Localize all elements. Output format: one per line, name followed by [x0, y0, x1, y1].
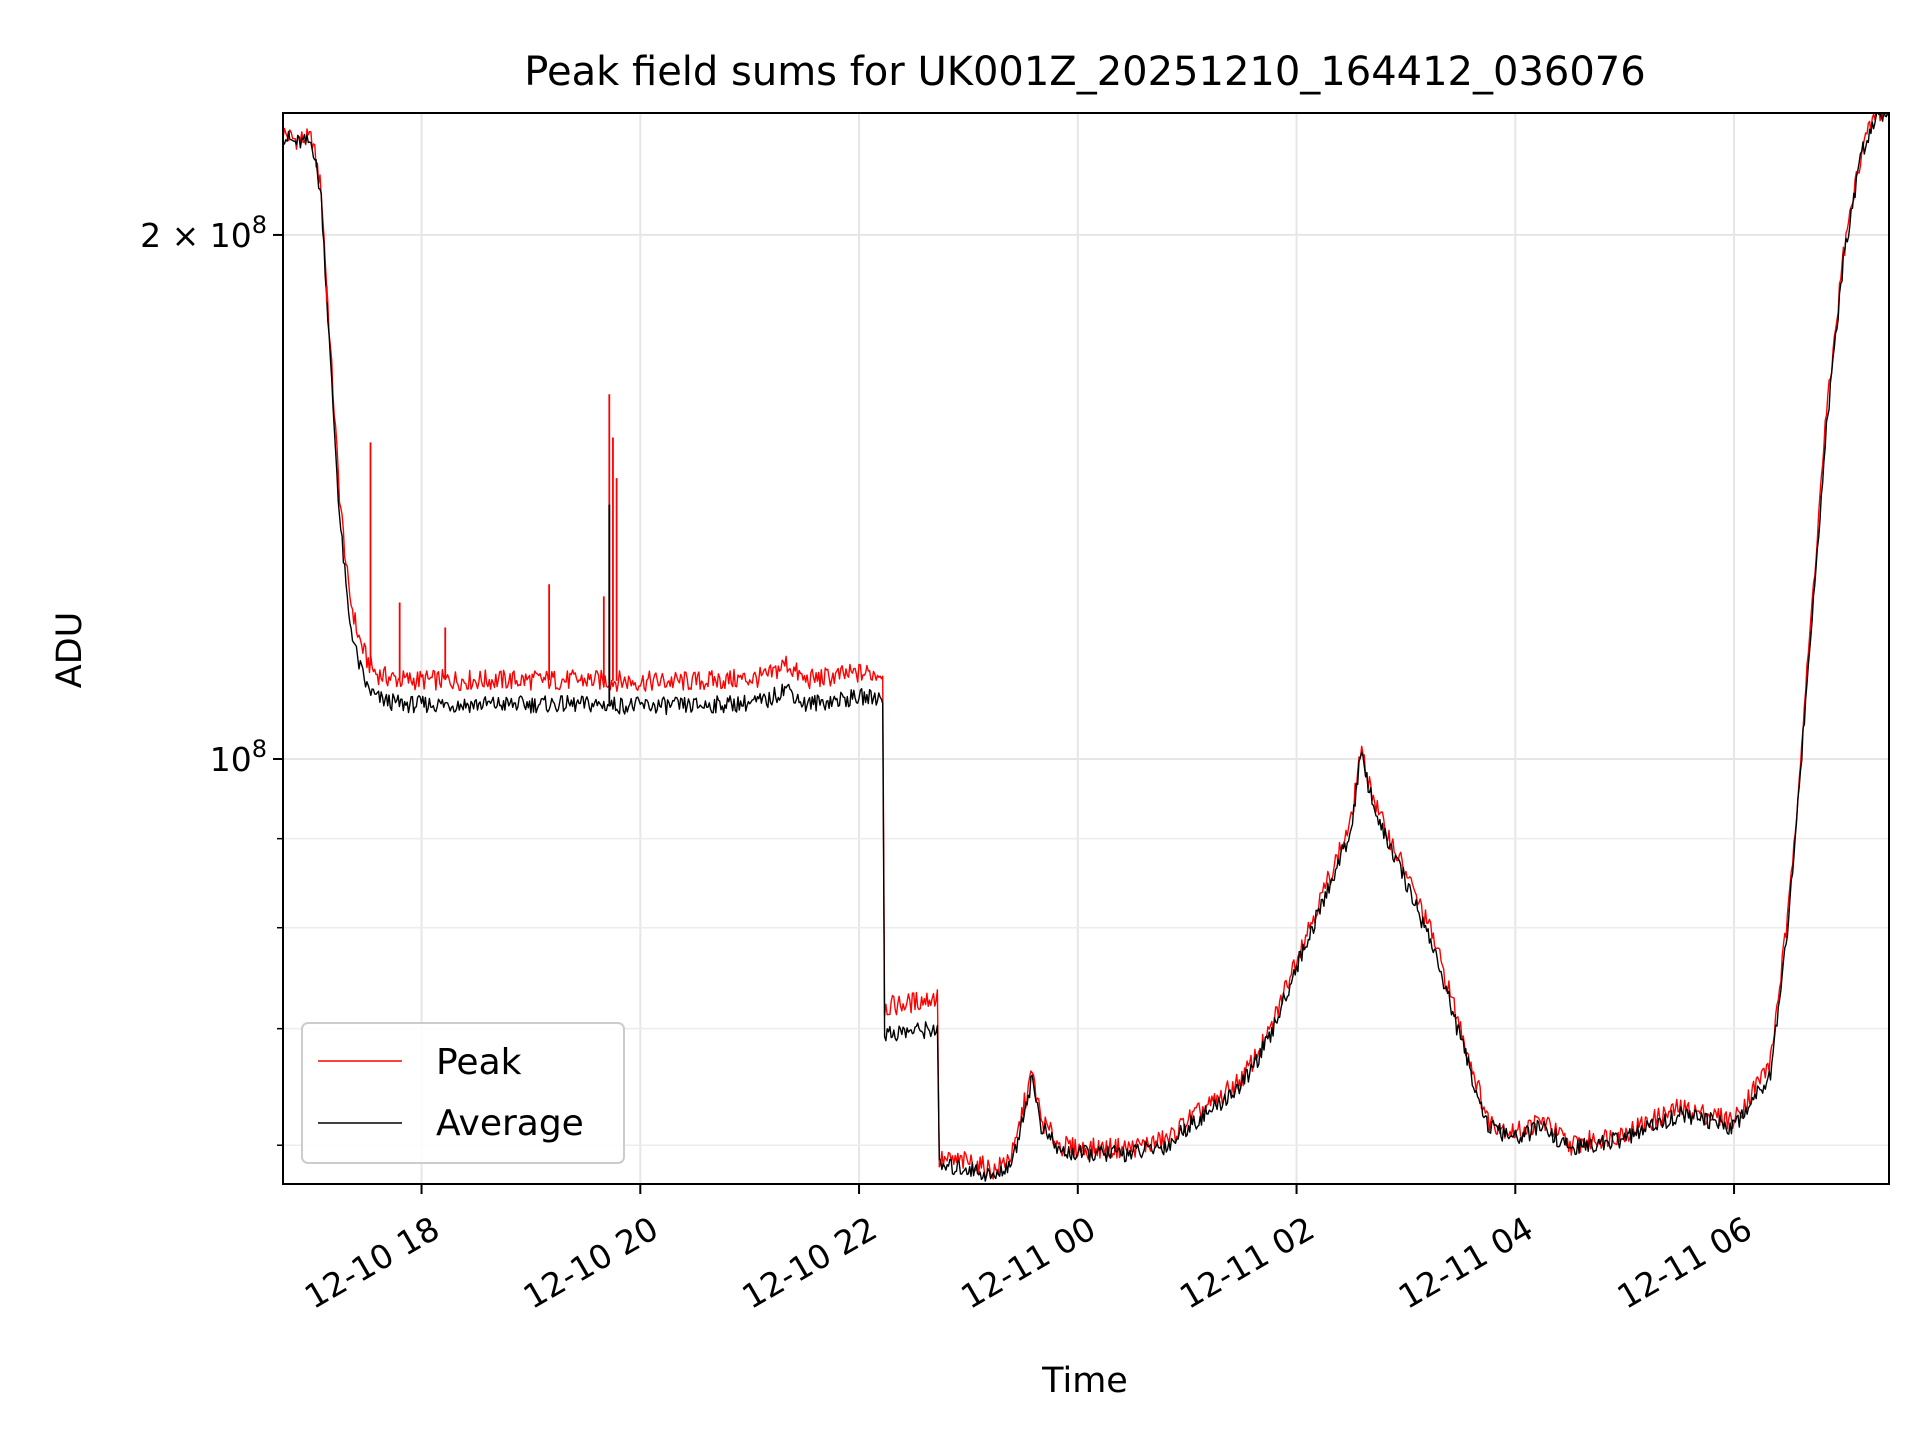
- legend-box: [301, 1022, 625, 1164]
- series-line-peak: [283, 113, 1889, 1180]
- x-axis-label: Time: [1041, 1361, 1128, 1401]
- series-line-average: [283, 113, 1889, 1182]
- legend-label-average: Average: [436, 1103, 584, 1144]
- plot-frame: [282, 112, 1890, 1185]
- series-group: [283, 113, 1889, 1182]
- legend: Peak Average: [301, 1022, 625, 1164]
- y-axis: 108 2 × 108: [140, 211, 283, 1146]
- y-tick-label: 2 × 108: [140, 211, 267, 255]
- y-tick-label: 108: [210, 735, 267, 779]
- y-axis-label: ADU: [50, 612, 90, 689]
- chart-title: Peak field sums for UK001Z_20251210_1644…: [524, 49, 1645, 95]
- legend-label-peak: Peak: [436, 1042, 522, 1083]
